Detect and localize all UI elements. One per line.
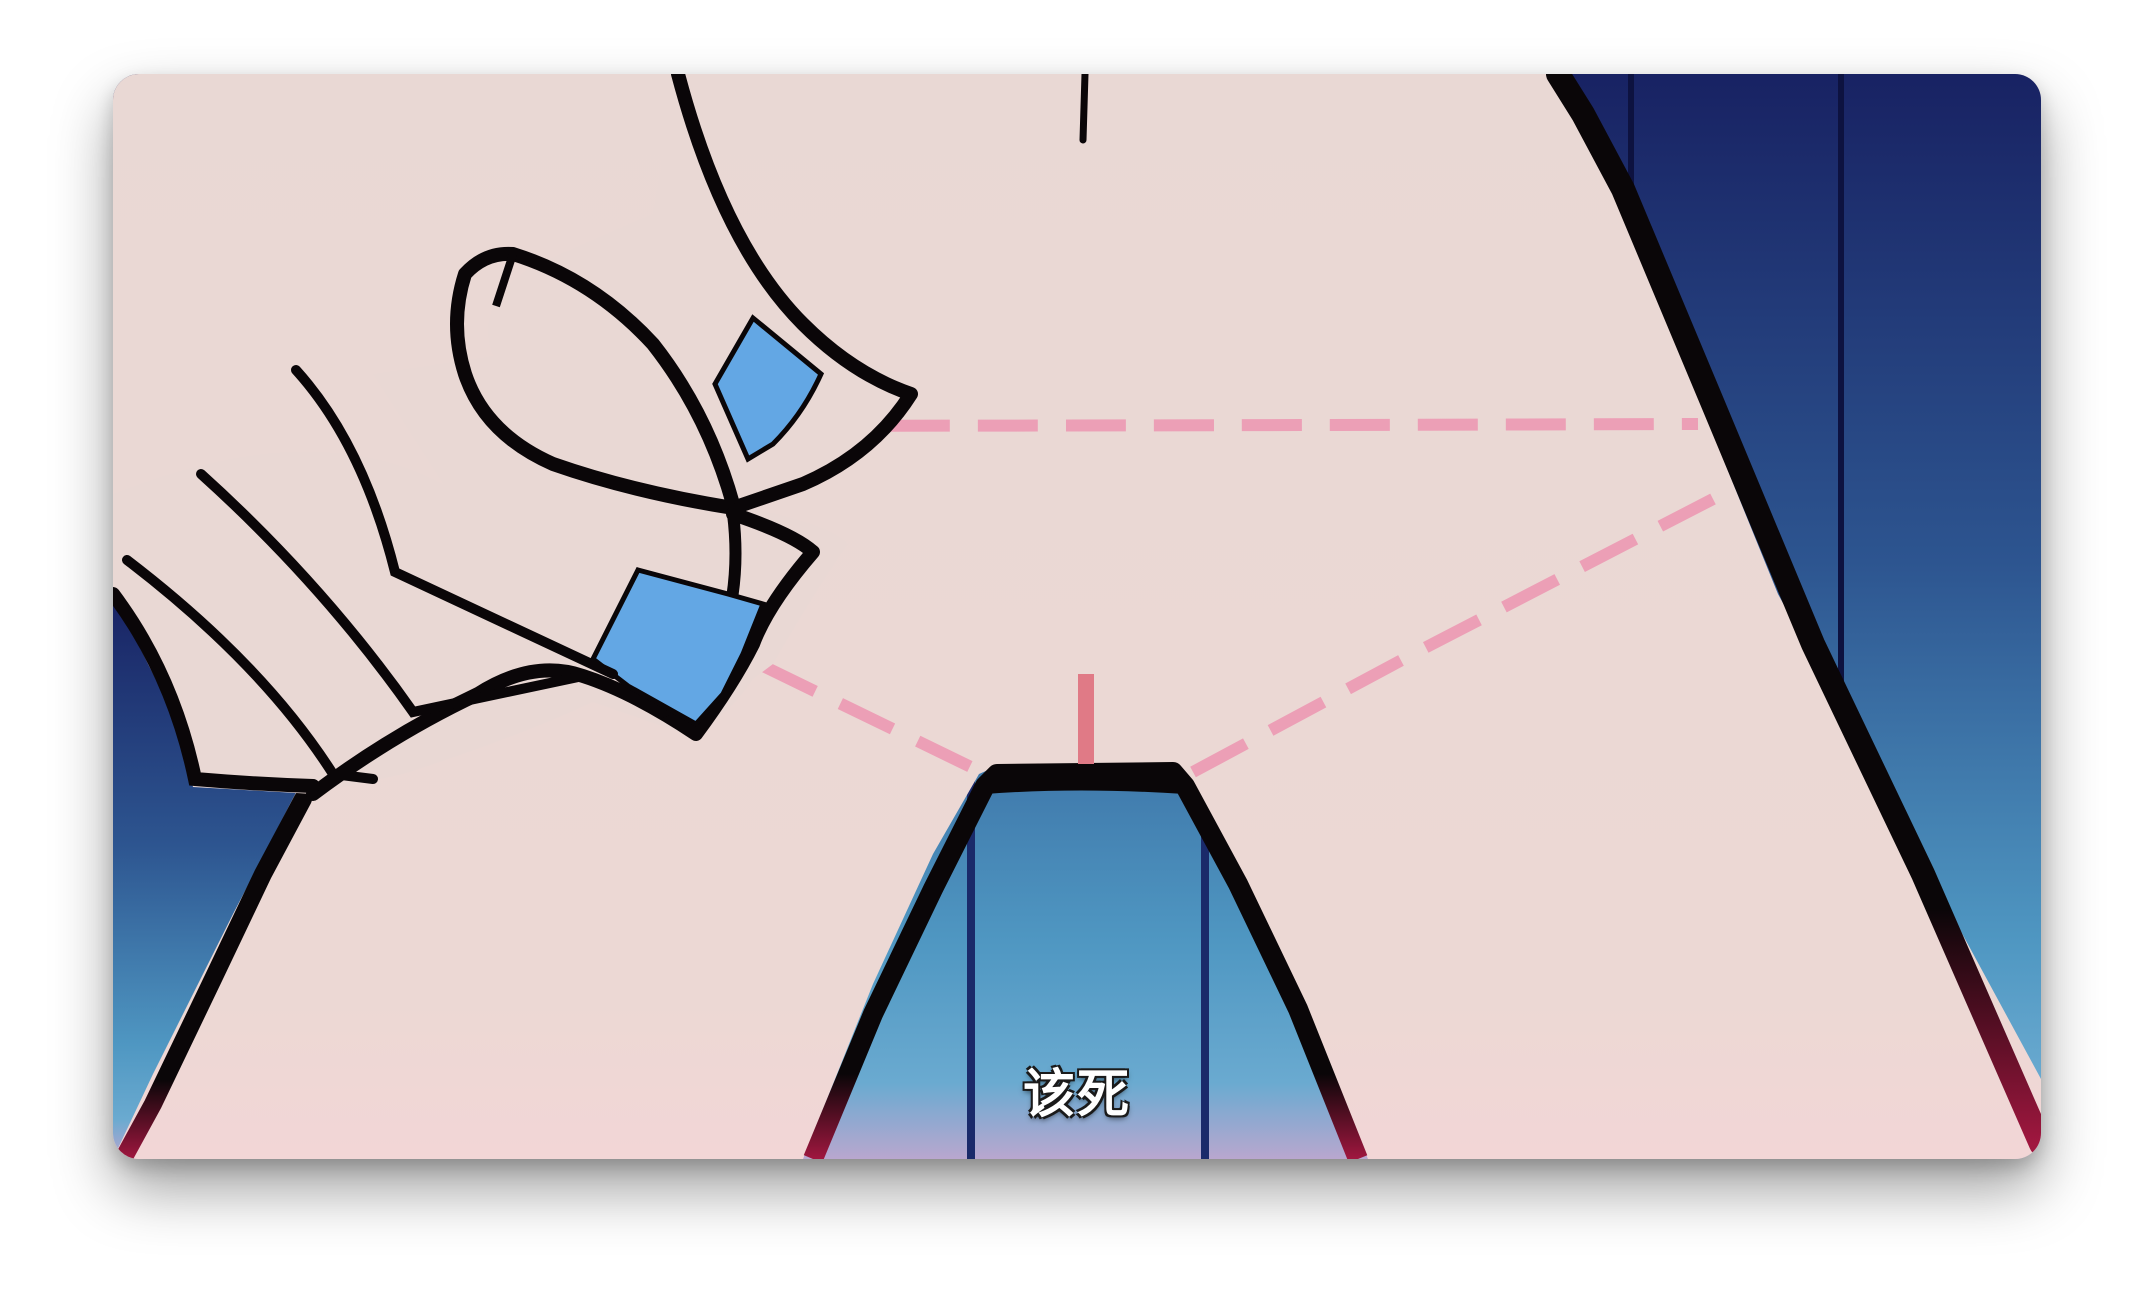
knuckle-line [196, 469, 588, 718]
video-frame: 该死 [113, 74, 2041, 1159]
measure-line-lower-right [1190, 493, 1716, 778]
navel-line [1079, 74, 1089, 144]
thumb-inner [492, 252, 517, 308]
right-leg-outline [1546, 74, 2041, 1156]
leg-gap-edge [984, 774, 1186, 794]
background-sky-left [113, 589, 303, 1159]
measure-line-lower-left [760, 660, 976, 774]
knuckle-line [122, 555, 378, 784]
thumb-loop-outline [450, 246, 740, 515]
subtitle-caption: 该死 [1022, 1065, 1131, 1125]
left-leg-outline [114, 790, 312, 1159]
animation-still [113, 74, 2041, 1159]
hand-outline-bottom [113, 587, 320, 793]
finger-outline [671, 74, 918, 515]
knuckle-line [291, 365, 618, 679]
tape-end-upper [712, 314, 825, 463]
leg-gap-outline [803, 762, 1368, 1159]
